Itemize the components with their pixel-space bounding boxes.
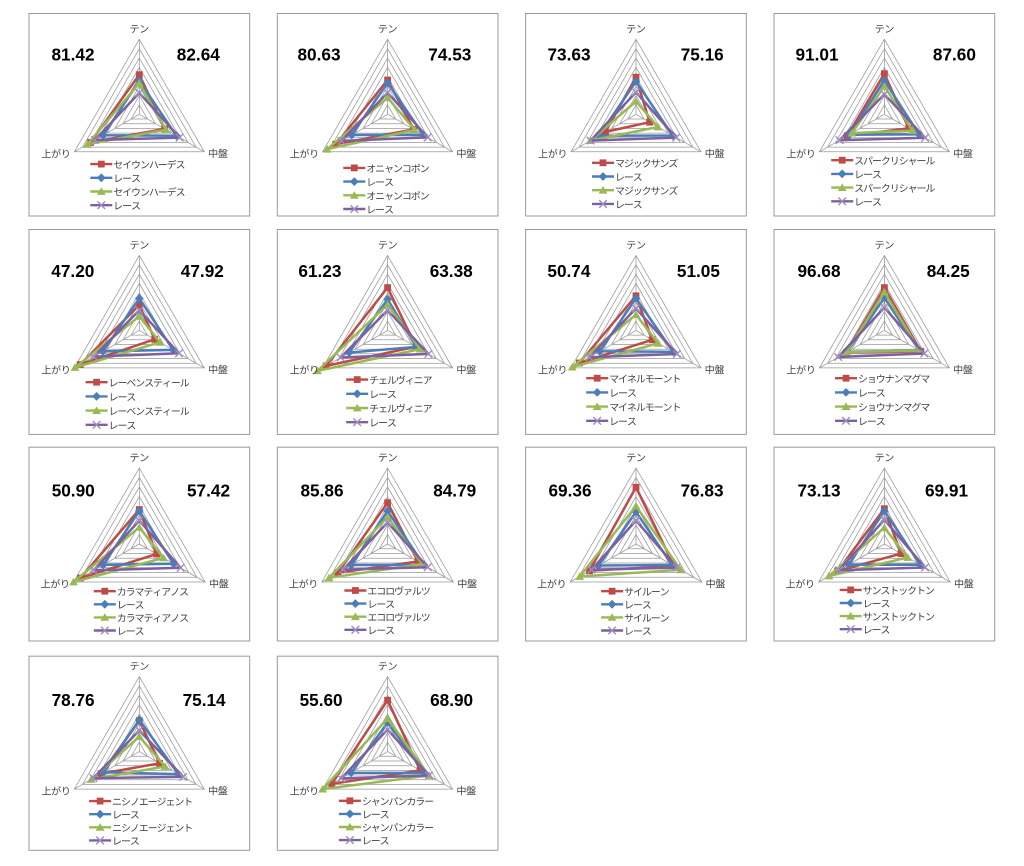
svg-text:50.90: 50.90: [52, 480, 95, 500]
svg-text:74.53: 74.53: [428, 44, 471, 64]
svg-text:69.36: 69.36: [549, 480, 592, 500]
svg-text:87.60: 87.60: [933, 44, 976, 64]
svg-text:91.01: 91.01: [796, 44, 839, 64]
svg-text:73.63: 73.63: [548, 44, 591, 64]
svg-text:82.64: 82.64: [177, 44, 220, 64]
svg-text:68.90: 68.90: [430, 690, 473, 710]
svg-text:76.83: 76.83: [681, 480, 724, 500]
svg-text:47.92: 47.92: [181, 261, 224, 281]
svg-text:81.42: 81.42: [52, 44, 95, 64]
svg-text:84.25: 84.25: [927, 261, 970, 281]
svg-text:75.16: 75.16: [681, 44, 724, 64]
svg-text:80.63: 80.63: [298, 44, 341, 64]
svg-text:55.60: 55.60: [300, 690, 343, 710]
svg-text:85.86: 85.86: [301, 480, 344, 500]
svg-text:84.79: 84.79: [433, 480, 476, 500]
svg-text:50.74: 50.74: [547, 261, 590, 281]
svg-text:78.76: 78.76: [52, 690, 95, 710]
svg-text:61.23: 61.23: [298, 261, 341, 281]
svg-text:73.13: 73.13: [798, 480, 841, 500]
svg-text:63.38: 63.38: [430, 261, 473, 281]
svg-text:47.20: 47.20: [51, 261, 94, 281]
svg-text:69.91: 69.91: [925, 480, 968, 500]
svg-text:51.05: 51.05: [677, 261, 720, 281]
svg-text:96.68: 96.68: [798, 261, 841, 281]
svg-text:75.14: 75.14: [183, 690, 226, 710]
svg-text:57.42: 57.42: [187, 480, 230, 500]
